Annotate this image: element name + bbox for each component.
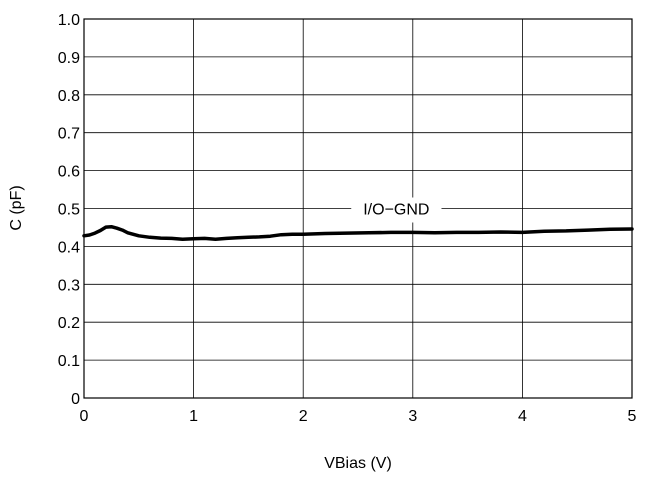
- x-axis-label: VBias (V): [324, 455, 392, 472]
- y-tick-label: 0.9: [58, 50, 80, 67]
- x-tick-label: 4: [518, 408, 527, 425]
- annotation-label: I/O−GND: [363, 202, 429, 219]
- tick-labels: 0 1 2 3 4 5 0 0.1 0.2 0.3 0.4 0.5 0.6 0.7 0.8 0.9 1.0: [58, 12, 637, 425]
- y-axis-label: C (pF): [8, 185, 25, 230]
- plot-border: [83, 18, 633, 399]
- y-tick-label: 0.6: [58, 164, 80, 181]
- y-tick-label: 0.8: [58, 88, 80, 105]
- x-tick-label: 5: [628, 408, 637, 425]
- x-tick-label: 2: [299, 408, 308, 425]
- x-tick-label: 0: [80, 408, 89, 425]
- y-tick-label: 0: [71, 391, 80, 408]
- x-tick-label: 1: [189, 408, 198, 425]
- y-tick-label: 1.0: [58, 12, 80, 29]
- y-tick-label: 0.1: [58, 353, 80, 370]
- y-tick-label: 0.2: [58, 315, 80, 332]
- y-tick-label: 0.7: [58, 126, 80, 143]
- grid: [83, 18, 633, 399]
- series-line: [82, 224, 634, 241]
- y-tick-label: 0.4: [58, 239, 80, 256]
- annotation-background: [351, 197, 442, 223]
- y-tick-label: 0.3: [58, 277, 80, 294]
- x-tick-label: 3: [408, 408, 417, 425]
- y-tick-label: 0.5: [58, 202, 80, 219]
